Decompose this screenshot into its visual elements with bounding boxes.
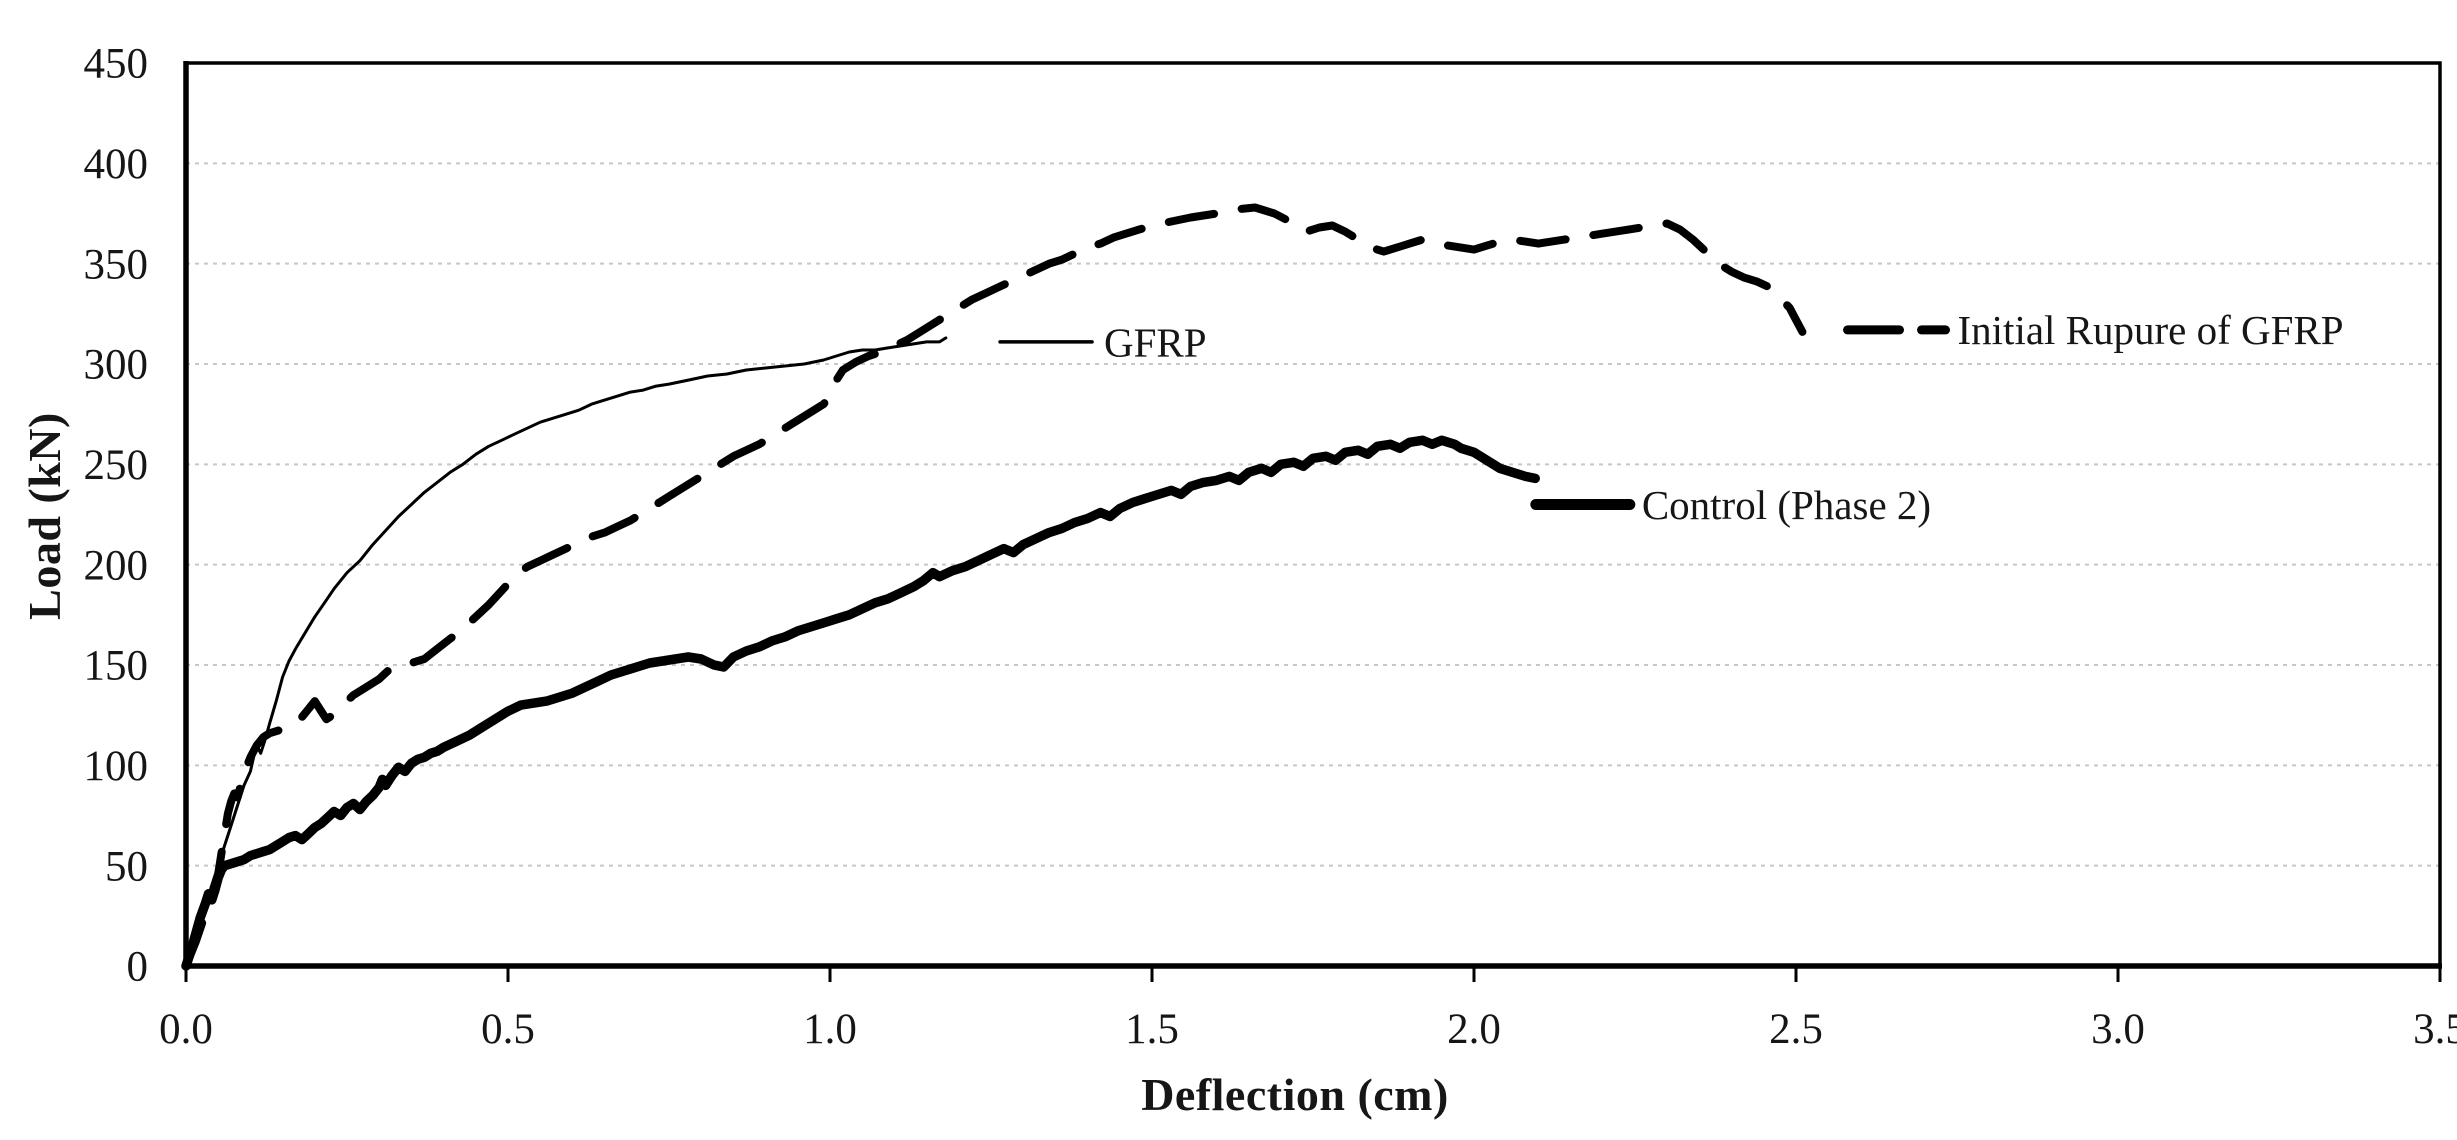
y-tick-label-350: 350 [84,241,149,288]
legend: GFRP Initial Rupure of GFRP Control (Phase… [998,307,2344,528]
x-tick-label-3.0: 3.0 [2091,1006,2145,1053]
y-axis-title: Load (kN) [19,412,70,620]
plot-border [183,61,2442,969]
curve-gfrp [184,336,948,968]
y-tick-label-100: 100 [84,743,149,790]
tick-labels: 0.0 0.5 1.0 1.5 2.0 2.5 3.0 3.5 0 50 100 150 200 250 3… [84,41,2457,1053]
legend-label-control-phase-2: Control (Phase 2) [1642,482,1931,528]
x-tick-label-3.5: 3.5 [2413,1006,2457,1053]
data-curves [181,203,1807,971]
legend-label-initial-rupure-of-gfrp: Initial Rupure of GFRP [1958,307,2344,353]
curve-initial-rupure-of-gfrp [182,203,1807,970]
y-tick-label-250: 250 [84,442,149,489]
x-tick-label-1.0: 1.0 [803,1006,857,1053]
x-tick-label-1.5: 1.5 [1125,1006,1179,1053]
y-tick-label-400: 400 [84,141,149,188]
curve-control-phase-2 [181,435,1540,971]
legend-item-control-phase-2: Control (Phase 2) [1530,482,1931,528]
y-tick-label-200: 200 [84,542,149,589]
x-tick-label-0.5: 0.5 [481,1006,535,1053]
axis-ticks [184,966,2442,982]
y-tick-label-0: 0 [127,944,149,991]
x-tick-label-0.0: 0.0 [159,1006,213,1053]
legend-item-gfrp: GFRP [998,319,1207,365]
y-tick-label-300: 300 [84,342,149,389]
legend-item-initial-rupure-of-gfrp: Initial Rupure of GFRP [1843,307,2344,353]
x-tick-label-2.0: 2.0 [1447,1006,1501,1053]
x-axis-title: Deflection (cm) [1141,1069,1449,1120]
y-tick-label-150: 150 [84,643,149,690]
legend-label-gfrp: GFRP [1104,319,1207,365]
y-tick-label-50: 50 [105,843,148,890]
plot-area-border [184,61,2442,968]
gridlines [186,162,2440,867]
x-tick-label-2.5: 2.5 [1769,1006,1823,1053]
y-tick-label-450: 450 [84,41,149,88]
